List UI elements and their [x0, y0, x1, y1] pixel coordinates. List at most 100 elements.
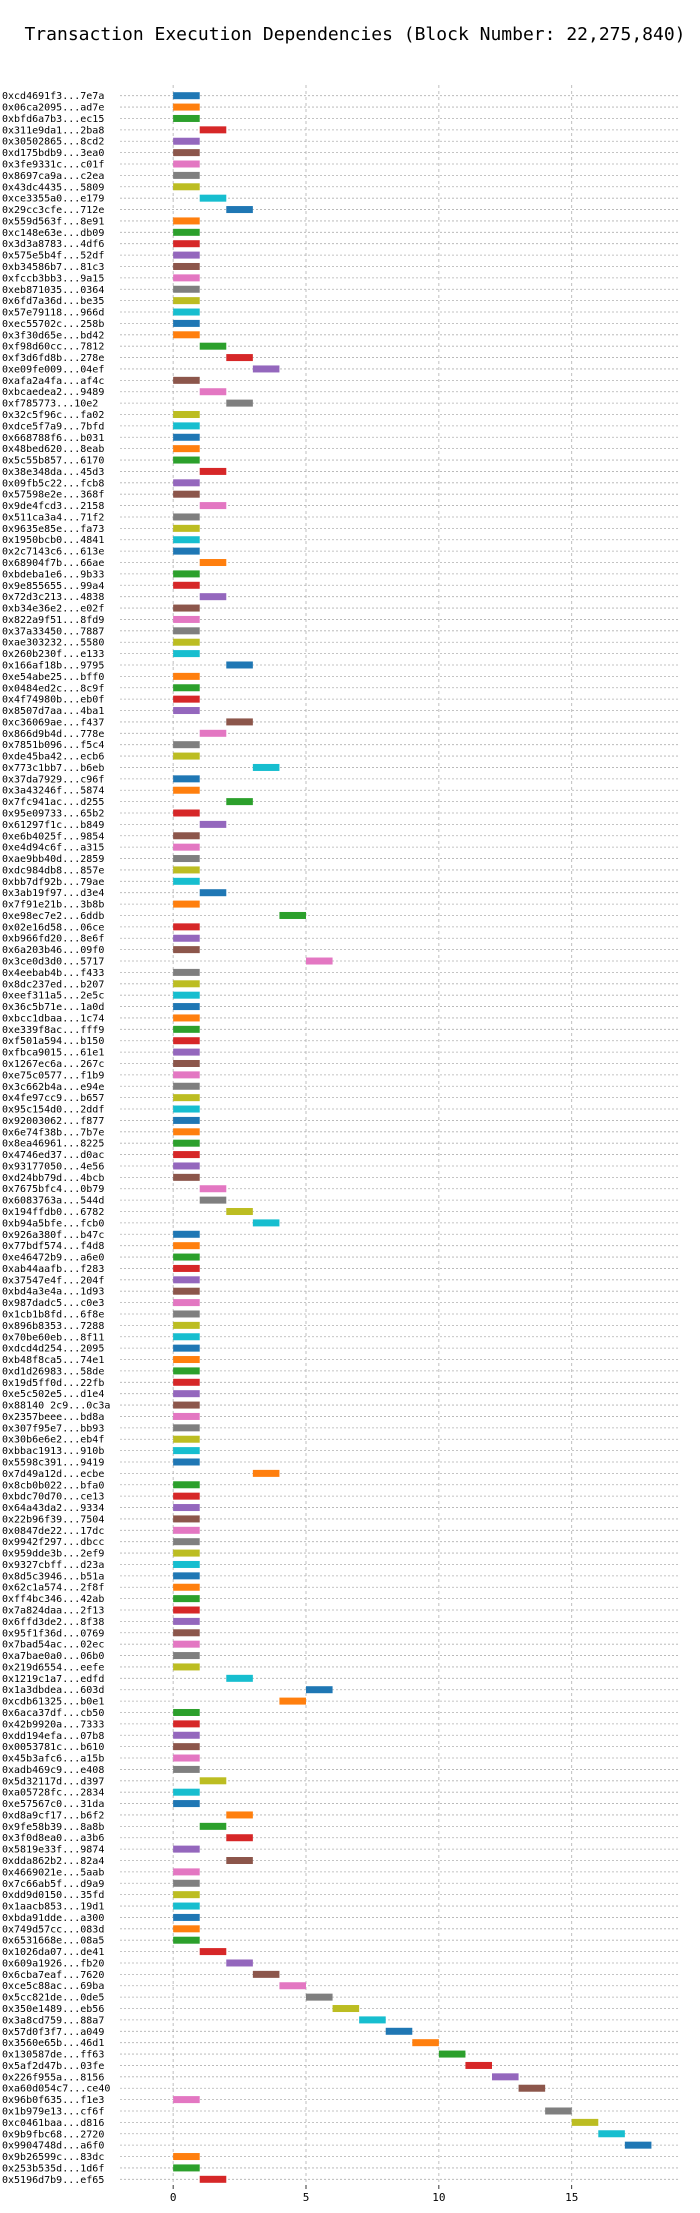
dependency-bar — [173, 479, 200, 487]
dependency-bar — [173, 1412, 200, 1420]
y-tick-label: 0x36c5b71e...1a0d — [2, 1002, 104, 1013]
dependency-bar — [173, 832, 200, 840]
y-tick-label: 0xb34e36e2...e02f — [2, 604, 104, 615]
dependency-bar — [173, 262, 200, 270]
y-tick-label: 0x7c66ab5f...d9a9 — [2, 1879, 104, 1890]
y-tick-label: 0x6cba7eaf...7620 — [2, 1970, 104, 1981]
y-tick-label: 0x5d32117d...d397 — [2, 1776, 104, 1787]
dependency-bar — [173, 1048, 200, 1056]
dependency-bar — [226, 661, 253, 669]
y-tick-label: 0x260b230f...e133 — [2, 649, 104, 660]
dependency-bar — [199, 1185, 227, 1193]
y-tick-label: 0x32c5f96c...fa02 — [2, 410, 104, 421]
dependency-bar — [173, 103, 200, 111]
dependency-bar — [173, 741, 200, 749]
dependency-bar — [279, 911, 306, 919]
dependency-bar — [173, 319, 200, 327]
dependency-bar — [173, 1299, 200, 1307]
dependency-bar — [173, 456, 200, 464]
y-tick-label: 0x3a43246f...5874 — [2, 786, 104, 797]
y-tick-label: 0x3d3a8783...4df6 — [2, 239, 104, 250]
y-tick-label: 0x64a43da2...9334 — [2, 1503, 104, 1514]
y-tick-label: 0x6531668e...08a5 — [2, 1936, 104, 1947]
y-tick-label: 0xbda91dde...a300 — [2, 1913, 104, 1924]
y-tick-label: 0x1219c1a7...edfd — [2, 1674, 104, 1685]
dependency-bar — [173, 1037, 200, 1045]
dependency-bar — [199, 593, 227, 601]
dependency-bar — [173, 980, 200, 988]
dependency-bar — [199, 126, 227, 134]
y-tick-label: 0xb48f8ca5...74e1 — [2, 1355, 104, 1366]
dependency-bar — [173, 422, 200, 430]
dependency-bar — [173, 627, 200, 635]
y-tick-label: 0xeb871035...0364 — [2, 285, 104, 296]
y-tick-label: 0x9b26599c...83dc — [2, 2152, 104, 2163]
y-tick-label: 0xe6b4025f...9854 — [2, 831, 104, 842]
y-tick-label: 0xbb7df92b...79ae — [2, 877, 104, 888]
dependency-bar — [173, 1344, 200, 1352]
y-tick-label: 0x5af2d47b...03fe — [2, 2061, 104, 2072]
y-tick-label: 0x09fb5c22...fcb8 — [2, 478, 104, 489]
y-tick-label: 0x45b3afc6...a15b — [2, 1754, 104, 1765]
dependency-bar — [199, 820, 227, 828]
dependency-bar — [252, 365, 280, 373]
dependency-bar — [226, 1834, 253, 1842]
y-tick-label: 0x4fe97cc9...b657 — [2, 1093, 104, 1104]
y-tick-label: 0x95e09733...65b2 — [2, 809, 104, 820]
y-tick-label: 0xbcaedea2...9489 — [2, 387, 104, 398]
dependency-bar — [173, 1333, 200, 1341]
dependency-bar — [173, 228, 200, 236]
dependency-bar — [173, 331, 200, 339]
y-tick-label: 0x3f30d65e...bd42 — [2, 330, 104, 341]
dependency-bar — [173, 934, 200, 942]
y-tick-label: 0x37a33450...7887 — [2, 626, 104, 637]
y-tick-label: 0x194ffdb0...6782 — [2, 1207, 104, 1218]
y-tick-label: 0x5196d7b9...ef65 — [2, 2175, 104, 2186]
y-tick-label: 0x88140 2c9...0c3a — [2, 1401, 110, 1412]
y-tick-label: 0xa05728fc...2834 — [2, 1788, 104, 1799]
dependency-bar — [173, 581, 200, 589]
y-tick-label: 0xd24bb79d...4bcb — [2, 1173, 104, 1184]
dependency-bar — [173, 114, 200, 122]
y-tick-label: 0x219d6554...eefe — [2, 1662, 104, 1673]
y-tick-label: 0x3ab19f97...d3e4 — [2, 888, 104, 899]
dependency-bar — [173, 410, 200, 418]
y-tick-label: 0x57d0f3f7...a049 — [2, 2027, 104, 2038]
dependency-bar — [173, 866, 200, 874]
y-tick-label: 0xb94a5bfe...fcb0 — [2, 1218, 104, 1229]
y-tick-label: 0x3a8cd759...88a7 — [2, 2015, 104, 2026]
y-tick-label: 0x9904748d...a6f0 — [2, 2141, 104, 2152]
dependency-bar — [173, 1139, 200, 1147]
y-tick-label: 0x43dc4435...5809 — [2, 182, 104, 193]
y-tick-label: 0x5cc821de...0de5 — [2, 1993, 104, 2004]
dependency-bar — [173, 2164, 200, 2172]
y-tick-label: 0xdcd4d254...2095 — [2, 1344, 104, 1355]
dependency-bar — [173, 1731, 200, 1739]
dependency-bar — [173, 1902, 200, 1910]
y-tick-label: 0x5c55b857...6170 — [2, 456, 104, 467]
y-tick-label: 0x93177050...4e56 — [2, 1161, 104, 1172]
dependency-bar — [173, 2096, 200, 2104]
y-tick-label: 0x2357beee...bd8a — [2, 1412, 104, 1423]
y-tick-label: 0x06ca2095...ad7e — [2, 103, 104, 114]
y-tick-label: 0xe5c502e5...d1e4 — [2, 1389, 104, 1400]
y-tick-label: 0x9fe58b39...8a8b — [2, 1822, 104, 1833]
y-tick-label: 0xde45ba42...ecb6 — [2, 752, 104, 763]
y-tick-label: 0x253b535d...1d6f — [2, 2163, 104, 2174]
y-tick-label: 0x773c1bb7...b6eb — [2, 763, 104, 774]
y-tick-label: 0x1267ec6a...267c — [2, 1059, 104, 1070]
y-tick-label: 0xec55702c...258b — [2, 319, 104, 330]
dependency-bar — [173, 1583, 200, 1591]
dependency-bar — [173, 1640, 200, 1648]
dependency-bar — [173, 1708, 200, 1716]
y-tick-label: 0x77bdf574...f4d8 — [2, 1241, 104, 1252]
y-tick-label: 0x987dadc5...c0e3 — [2, 1298, 104, 1309]
dependency-bar — [173, 1094, 200, 1102]
dependency-bar — [226, 798, 253, 806]
dependency-bar — [173, 1458, 200, 1466]
y-tick-label: 0xe46472b9...a6e0 — [2, 1253, 104, 1264]
dependency-bar — [173, 1845, 200, 1853]
dependency-bar — [518, 2084, 546, 2092]
